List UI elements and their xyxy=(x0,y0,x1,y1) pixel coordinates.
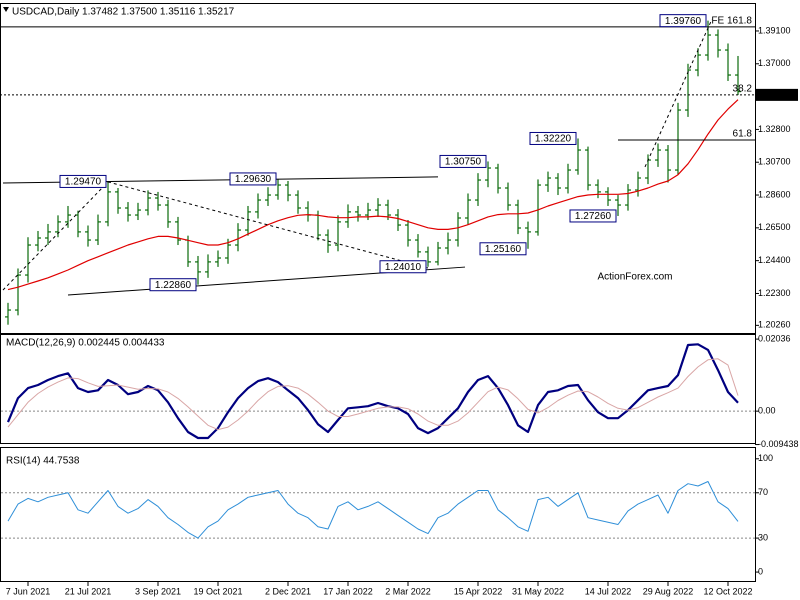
price-label-box xyxy=(529,131,577,145)
indicator-line xyxy=(7,358,739,431)
price-label: 1.24010 xyxy=(385,262,422,273)
last-price-label: 1.35010 xyxy=(758,90,791,100)
price-label-box xyxy=(659,14,707,28)
x-tick-label: 2 Dec 2021 xyxy=(265,586,311,596)
price-label: 1.39760 xyxy=(665,16,702,27)
fib-level-label: 38.2 xyxy=(733,84,753,95)
y-tick-label: 1.30700 xyxy=(758,157,791,167)
rsi-panel-frame xyxy=(0,447,756,582)
price-label-box xyxy=(479,242,527,256)
price-label-box xyxy=(379,260,427,274)
price-label: 1.22860 xyxy=(155,280,192,291)
panel-title: RSI(14) 44.7538 xyxy=(6,456,80,467)
panel-title: USDCAD,Daily 1.37482 1.37500 1.35116 1.3… xyxy=(12,7,235,18)
x-tick-label: 31 May 2022 xyxy=(512,586,564,596)
y-tick-label: 1.32800 xyxy=(758,124,791,134)
y-tick-label: 70 xyxy=(758,487,768,497)
last-price-box xyxy=(756,88,798,101)
x-tick-label: 7 Jun 2021 xyxy=(6,586,51,596)
fib-level-label: FE 161.8 xyxy=(711,16,752,27)
x-tick-label: 19 Oct 2021 xyxy=(193,586,242,596)
y-tick-label: 1.26500 xyxy=(758,222,791,232)
symbol-icon xyxy=(3,7,9,12)
macd-panel-frame xyxy=(0,334,756,444)
y-tick-label: 0.00 xyxy=(758,406,776,416)
fib-level-label: 61.8 xyxy=(733,129,753,140)
y-tick-label: 0.02036 xyxy=(758,333,791,343)
price-label-box xyxy=(569,209,617,223)
price-label-box xyxy=(59,174,107,188)
moving-average xyxy=(7,99,739,291)
x-tick-label: 2 Mar 2022 xyxy=(385,586,431,596)
watermark: ActionForex.com xyxy=(597,272,672,283)
indicator-line xyxy=(6,343,739,440)
price-label: 1.25160 xyxy=(485,244,522,255)
y-tick-label: 1.22300 xyxy=(758,288,791,298)
x-tick-label: 29 Aug 2022 xyxy=(643,586,694,596)
y-tick-label: -0.009438 xyxy=(758,439,799,449)
y-tick-label: 100 xyxy=(758,453,773,463)
price-panel-frame xyxy=(0,3,756,334)
y-tick-label: 1.28600 xyxy=(758,189,791,199)
trendline xyxy=(107,181,429,269)
y-tick-label: 0 xyxy=(758,566,763,576)
panel-title: MACD(12,26,9) 0.002445 0.004433 xyxy=(6,338,165,349)
indicator-line xyxy=(7,481,739,539)
price-label: 1.29470 xyxy=(65,177,102,188)
price-label: 1.29630 xyxy=(235,174,272,185)
price-label: 1.27260 xyxy=(575,211,612,222)
y-tick-label: 1.37000 xyxy=(758,58,791,68)
y-tick-label: 1.24400 xyxy=(758,255,791,265)
trendline xyxy=(2,181,109,291)
price-label-box xyxy=(229,172,277,186)
price-label-box xyxy=(439,154,487,168)
y-tick-label: 1.39100 xyxy=(758,25,791,35)
x-tick-label: 12 Oct 2022 xyxy=(703,586,752,596)
price-label: 1.30750 xyxy=(445,157,482,168)
x-tick-label: 3 Sep 2021 xyxy=(135,586,181,596)
x-tick-label: 14 Jul 2022 xyxy=(585,586,632,596)
x-tick-label: 15 Apr 2022 xyxy=(454,586,503,596)
y-tick-label: 30 xyxy=(758,532,768,542)
x-tick-label: 21 Jul 2021 xyxy=(65,586,112,596)
y-tick-label: 1.20260 xyxy=(758,320,791,330)
price-label-box xyxy=(149,278,197,292)
price-label: 1.32220 xyxy=(535,134,572,145)
x-tick-label: 17 Jan 2022 xyxy=(323,586,373,596)
